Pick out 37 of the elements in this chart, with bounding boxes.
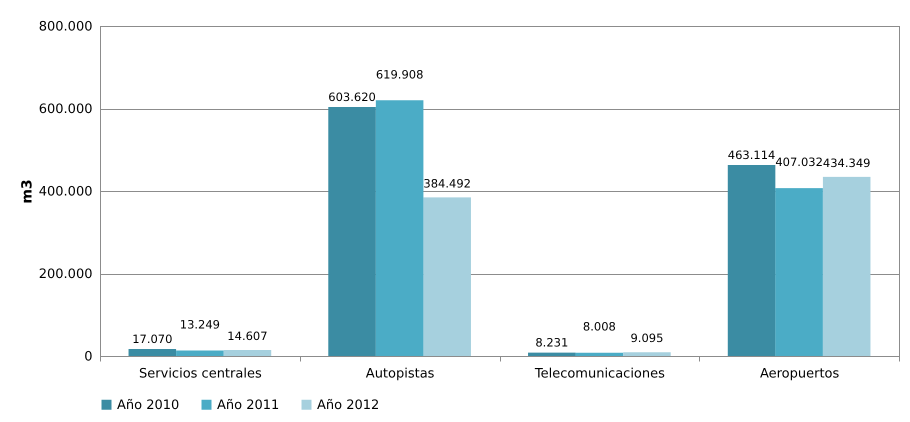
legend-label: Año 2011: [217, 398, 280, 413]
data-label: 13.249: [180, 318, 220, 332]
data-label: 14.607: [227, 328, 268, 343]
bar: [822, 176, 870, 356]
y-tick-label: 800.000: [38, 20, 92, 34]
data-label: 463.114: [728, 148, 776, 162]
bar: [328, 107, 376, 356]
bar: [128, 348, 176, 356]
data-label: 434.349: [822, 156, 870, 170]
x-tick-label: Telecomunicaciones: [534, 366, 666, 382]
bar: [528, 352, 576, 356]
data-label: 9.095: [630, 331, 664, 346]
x-tick-label: Servicios centrales: [139, 366, 262, 382]
data-label: 603.620: [328, 90, 376, 104]
data-label: 17.070: [132, 332, 172, 346]
data-label: 384.492: [423, 176, 471, 190]
data-label: 619.908: [376, 67, 424, 82]
data-label: 407.032: [775, 155, 823, 170]
y-axis-title: m3: [20, 179, 36, 204]
bar: [576, 352, 624, 356]
y-tick-label: 200.000: [38, 267, 92, 282]
bar: [176, 350, 224, 356]
x-tick-label: Autopistas: [366, 366, 435, 382]
bar: [623, 352, 671, 356]
y-tick-label: 400.000: [38, 184, 92, 200]
data-label: 8.231: [535, 336, 568, 350]
legend-label: Año 2012: [317, 398, 380, 413]
bar: [376, 100, 424, 356]
bar: [728, 164, 776, 356]
legend-label: Año 2010: [117, 398, 180, 413]
bar: [224, 350, 272, 356]
x-tick-label: Aeropuertos: [760, 366, 840, 382]
data-label: 8.008: [582, 320, 616, 334]
bar: [775, 188, 823, 356]
y-tick-label: 0: [84, 350, 92, 364]
y-tick-label: 600.000: [38, 102, 92, 117]
bar: [423, 197, 471, 356]
